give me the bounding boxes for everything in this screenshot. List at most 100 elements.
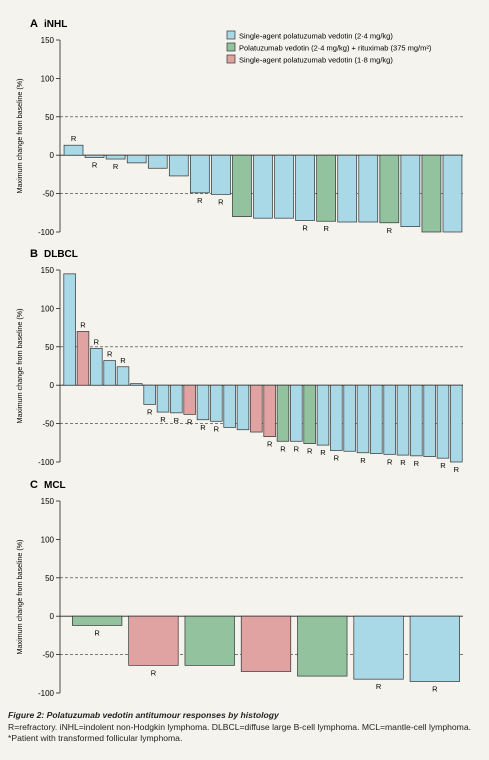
refractory-marker: R [280,444,286,453]
bar [156,384,170,413]
refractory-marker: R [376,682,382,691]
legend-swatch [226,42,236,52]
panel-letter: C [30,479,38,491]
bar [147,154,168,169]
bar [76,331,90,386]
legend: Single-agent polatuzumab vedotin (2·4 mg… [226,30,432,65]
bar [253,154,273,219]
refractory-marker: R [400,458,406,467]
refractory-marker: R [200,423,206,432]
y-tick-label: 150 [41,497,55,506]
legend-swatch [226,54,236,64]
bar [196,384,210,421]
bar [250,384,263,433]
legend-swatch [226,30,236,40]
y-tick-label: -100 [38,458,55,467]
bar [316,154,336,222]
y-tick-label: 150 [41,266,55,275]
bar [353,615,404,680]
y-tick-label: 0 [50,381,55,390]
refractory-marker: R [107,350,113,359]
bar [72,615,123,626]
bar [183,384,196,415]
bar [143,384,156,405]
bar [337,154,358,223]
panel-letter: B [30,248,38,260]
bar [126,154,147,164]
bar [274,154,294,219]
refractory-marker: R [147,407,153,416]
bar [84,154,105,158]
refractory-marker: R [214,424,220,433]
panel-title: DLBCL [44,249,78,260]
bar [358,154,379,223]
refractory-marker: R [440,461,446,470]
y-tick-label: 100 [41,535,55,544]
bar [316,384,330,446]
refractory-marker: R [302,223,308,232]
refractory-marker: R [454,465,460,474]
y-tick-label: -50 [42,420,54,429]
y-tick-label: -100 [38,228,55,237]
y-axis-label: Maximum change from baseline (%) [15,308,24,423]
caption-title: Figure 2: Polatuzumab vedotin antitumour… [8,710,279,720]
y-tick-label: 50 [45,574,54,583]
bar [297,615,348,677]
y-tick-label: -50 [42,190,54,199]
refractory-marker: R [432,684,438,693]
y-tick-label: 150 [41,36,55,45]
refractory-marker: R [71,134,77,143]
bar [383,384,396,455]
bar [236,384,250,431]
refractory-marker: R [160,415,166,424]
panel-title: MCL [44,480,66,491]
refractory-marker: R [187,417,193,426]
bar [423,384,436,457]
refractory-marker: R [320,448,326,457]
refractory-marker: R [294,444,300,453]
bar [190,154,210,194]
panel-b: B DLBCL Maximum change from baseline (%) 15… [15,248,463,474]
refractory-marker: R [267,440,273,449]
bar [170,384,183,414]
refractory-marker: R [334,453,340,462]
bar [90,347,103,386]
panel-letter: A [30,18,38,30]
refractory-marker: R [80,320,86,329]
bar [223,384,236,428]
refractory-marker: R [113,162,119,171]
y-tick-label: -100 [38,689,55,698]
refractory-marker: R [360,456,366,465]
y-tick-label: 0 [50,612,55,621]
bar [421,154,442,233]
refractory-marker: R [387,457,393,466]
y-tick-label: -50 [42,651,54,660]
bar [410,384,423,457]
refractory-marker: R [120,356,126,365]
bar [105,154,126,160]
bar [450,384,463,463]
bar [211,154,231,195]
bar [436,384,450,459]
y-tick-label: 50 [45,343,54,352]
y-axis-label: Maximum change from baseline (%) [15,78,24,193]
legend-label: Polatuzumab vedotin (2·4 mg/kg) + rituxi… [239,44,432,53]
panel-c: C MCL Maximum change from baseline (%) 150 1… [15,479,463,698]
legend-label: Single-agent polatuzumab vedotin (1·8 mg… [239,56,393,65]
bar [330,384,343,451]
bar [116,366,130,386]
y-tick-label: 100 [41,304,55,313]
bar [442,154,463,233]
bar [409,615,460,682]
bar [130,383,143,386]
y-axis-label: Maximum change from baseline (%) [15,539,24,654]
bar [184,615,235,666]
refractory-marker: R [307,447,313,456]
bar [210,384,223,422]
y-tick-label: 0 [50,151,55,160]
bar [168,154,189,177]
bar [400,154,421,227]
bar [303,384,316,444]
bar [103,360,116,386]
